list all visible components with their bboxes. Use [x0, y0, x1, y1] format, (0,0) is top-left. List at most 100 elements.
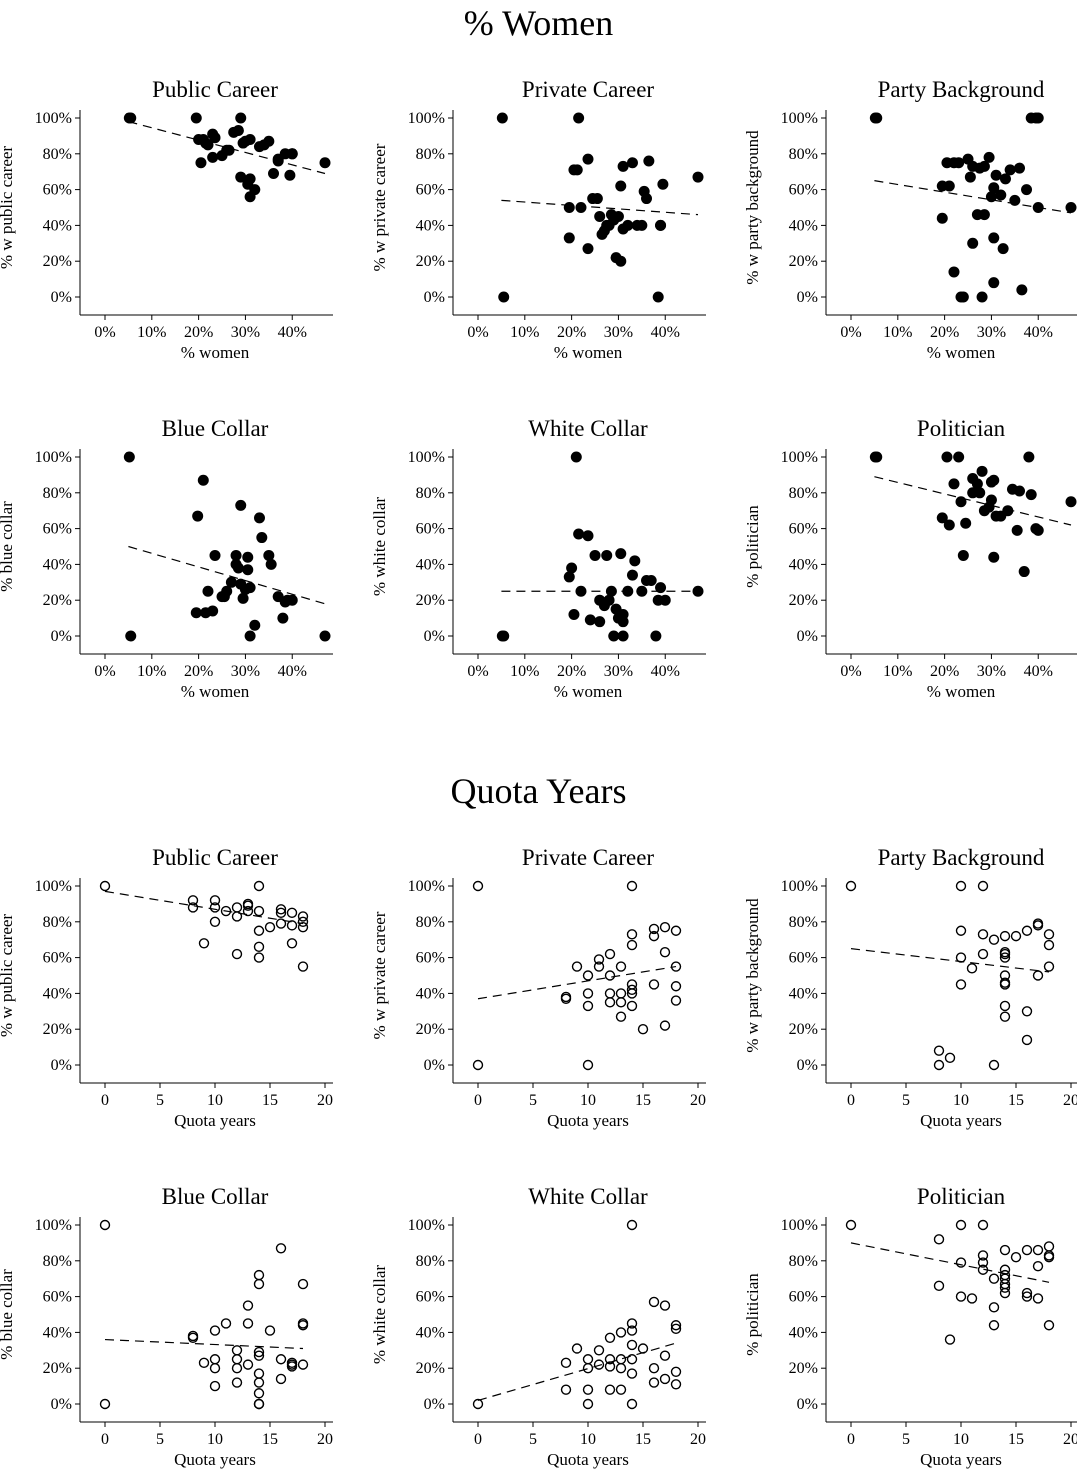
x-tick-label: 10 — [953, 1092, 969, 1109]
data-point — [655, 219, 667, 231]
trend-line — [874, 476, 1072, 526]
panel-title: Public Career — [152, 77, 278, 102]
x-tick-label: 10% — [510, 663, 539, 680]
data-point — [284, 169, 296, 181]
x-tick-label: 10% — [137, 663, 166, 680]
y-axis-label: % w party background — [743, 898, 762, 1053]
data-point — [670, 961, 682, 972]
y-tick-label: 100% — [781, 1217, 818, 1234]
data-point — [187, 895, 199, 906]
data-point — [286, 1361, 298, 1372]
data-point — [615, 180, 627, 192]
data-point — [871, 112, 883, 124]
y-axis-label: % w private career — [370, 143, 389, 271]
x-tick-label: 15 — [1008, 1092, 1024, 1109]
data-point — [209, 1325, 221, 1336]
data-point — [263, 135, 275, 147]
x-tick-label: 30% — [977, 663, 1006, 680]
y-axis-label: % w public career — [0, 146, 16, 270]
data-point — [275, 1243, 287, 1254]
x-tick-label: 5 — [156, 1431, 164, 1448]
data-point — [1032, 1293, 1044, 1304]
y-axis-label: % politician — [743, 505, 762, 588]
x-tick-label: 40% — [1024, 663, 1053, 680]
data-point — [235, 499, 247, 511]
panel-4: White Collar 0% 20% 40% 60% 80% 100% 0% 10% 20% 30… — [370, 416, 706, 701]
data-point — [1002, 505, 1014, 517]
x-axis-label: % women — [181, 682, 250, 701]
y-tick-label: 0% — [797, 1057, 818, 1074]
y-tick-label: 40% — [416, 1324, 445, 1341]
data-point — [617, 630, 629, 642]
x-axis-label: Quota years — [920, 1111, 1002, 1130]
trend-line — [850, 1242, 1050, 1283]
y-tick-label: 100% — [781, 449, 818, 466]
y-tick-label: 100% — [35, 878, 72, 895]
x-tick-label: 40% — [278, 324, 307, 341]
data-point — [231, 1377, 243, 1388]
data-point — [563, 202, 575, 213]
x-tick-label: 30% — [231, 663, 260, 680]
x-tick-label: 30% — [977, 324, 1006, 341]
data-point — [636, 219, 648, 231]
panel-5: Politician 0% 20% 40% 60% 80% 100% 0% 10% 20% 30% 4… — [743, 416, 1077, 701]
data-point — [648, 1377, 660, 1388]
data-point — [575, 585, 587, 597]
data-point — [670, 1320, 682, 1331]
x-axis-label: Quota years — [920, 1450, 1002, 1469]
panel-2: Party Background 0% 20% 40% 60% 80% 100% 0% 10% 2… — [743, 77, 1077, 362]
panel-title: White Collar — [528, 1184, 648, 1209]
data-point — [99, 1219, 111, 1231]
data-point — [976, 465, 988, 477]
data-point — [198, 938, 210, 949]
data-point — [242, 1359, 254, 1370]
data-point — [286, 148, 298, 160]
data-point — [582, 970, 594, 981]
data-point — [1032, 920, 1044, 931]
x-tick-label: 0 — [847, 1092, 855, 1109]
y-tick-label: 40% — [43, 1324, 72, 1341]
data-point — [275, 1354, 287, 1365]
x-tick-label: 10% — [510, 324, 539, 341]
y-tick-label: 40% — [416, 217, 445, 234]
data-point — [1021, 1006, 1033, 1017]
data-point — [202, 585, 214, 597]
data-point — [977, 1264, 989, 1275]
data-point — [974, 487, 986, 499]
data-point — [933, 1234, 945, 1245]
data-point — [498, 291, 510, 303]
data-point — [997, 243, 1009, 255]
panel-title: Politician — [917, 1184, 1006, 1209]
data-point — [593, 1359, 605, 1370]
data-point — [223, 144, 235, 156]
data-point — [637, 1023, 649, 1035]
data-point — [582, 1384, 594, 1395]
data-point — [244, 133, 256, 145]
data-point — [977, 1250, 989, 1261]
data-point — [242, 1318, 254, 1329]
data-point — [209, 549, 221, 561]
data-point — [626, 157, 638, 169]
data-point — [582, 530, 594, 542]
x-tick-label: 20% — [184, 324, 213, 341]
data-point — [231, 1354, 243, 1365]
data-point — [626, 984, 638, 996]
data-point — [198, 1357, 210, 1369]
data-point — [1021, 925, 1033, 936]
data-point — [253, 905, 265, 917]
x-tick-label: 5 — [529, 1431, 537, 1448]
data-point — [244, 630, 256, 642]
data-point — [650, 630, 662, 642]
panel-title: Blue Collar — [162, 416, 269, 441]
data-point — [591, 193, 603, 205]
data-point — [207, 605, 219, 617]
data-point — [967, 237, 979, 249]
y-tick-label: 20% — [43, 253, 72, 270]
data-point — [933, 1280, 945, 1292]
data-point — [209, 895, 221, 906]
data-point — [871, 451, 883, 463]
y-tick-label: 100% — [408, 110, 445, 127]
y-tick-label: 80% — [789, 914, 818, 931]
y-tick-label: 0% — [424, 1057, 445, 1074]
data-point — [977, 948, 989, 960]
